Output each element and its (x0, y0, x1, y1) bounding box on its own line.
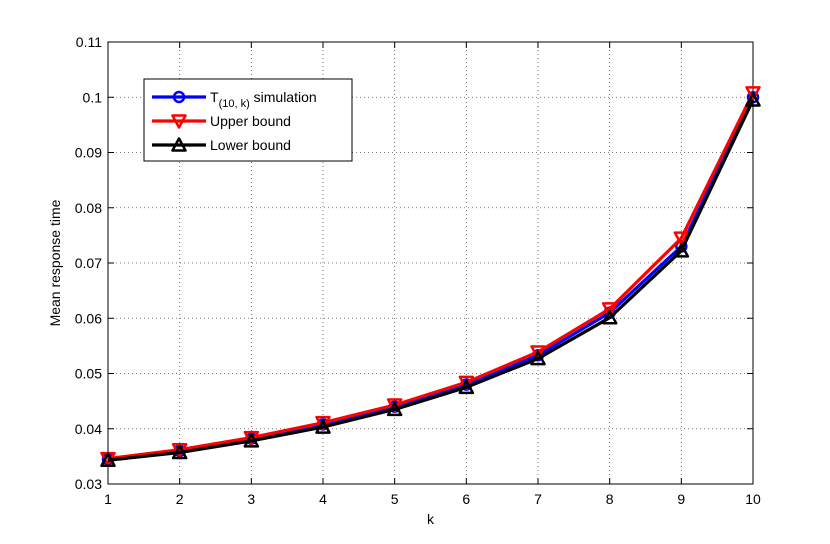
data-point (745, 86, 761, 101)
legend-label: Lower bound (210, 137, 291, 153)
legend-marker (171, 114, 187, 129)
y-tick-label: 0.1 (83, 89, 103, 105)
x-tick-label: 3 (247, 491, 255, 507)
data-point (458, 379, 475, 395)
data-point (100, 452, 116, 467)
y-tick-label: 0.04 (75, 421, 102, 437)
series-1 (100, 86, 761, 467)
data-point (171, 444, 188, 460)
x-tick-label: 2 (176, 491, 184, 507)
series-2 (100, 92, 761, 467)
data-point (315, 419, 331, 434)
data-point (243, 433, 260, 448)
data-point (745, 92, 761, 107)
legend: T(10, k) simulation Upper bound Lower boun… (143, 78, 353, 162)
data-point (386, 401, 403, 417)
data-point (315, 415, 331, 431)
data-point (673, 231, 690, 246)
x-tick-label: 8 (606, 491, 614, 507)
x-tick-label: 5 (391, 491, 399, 507)
x-tick-label: 4 (319, 491, 327, 507)
series-line (107, 92, 755, 461)
x-tick-label: 6 (462, 491, 470, 507)
legend-label: T(10, k) simulation (210, 89, 317, 110)
series-group (100, 86, 761, 467)
axis-ticks: 1 2 3 4 5 6 7 8 9 10 0.03 0.04 0.05 0.06 0.07 0.08 0.09 0… (75, 34, 761, 507)
data-point (386, 398, 403, 413)
data-point (673, 243, 690, 258)
x-tick-label: 1 (104, 491, 112, 507)
y-tick-label: 0.07 (75, 255, 102, 271)
x-tick-label: 9 (677, 491, 685, 507)
legend-marker (171, 137, 187, 152)
legend-marker (172, 90, 186, 104)
legend-label: Upper bound (210, 113, 291, 129)
y-tick-label: 0.05 (75, 366, 102, 382)
y-tick-label: 0.08 (75, 200, 102, 216)
y-tick-label: 0.09 (75, 145, 102, 161)
data-point (601, 302, 618, 317)
data-point (601, 309, 618, 325)
x-tick-label: 10 (745, 491, 761, 507)
y-tick-label: 0.03 (75, 476, 102, 492)
y-axis-label: Mean response time (47, 199, 63, 326)
data-point (458, 375, 475, 391)
x-tick-label: 7 (534, 491, 542, 507)
x-axis-label: k (427, 511, 435, 527)
data-point (530, 345, 546, 360)
data-point (530, 350, 546, 366)
series-line (107, 99, 755, 462)
y-tick-label: 0.06 (75, 310, 102, 326)
y-tick-label: 0.11 (76, 34, 102, 50)
